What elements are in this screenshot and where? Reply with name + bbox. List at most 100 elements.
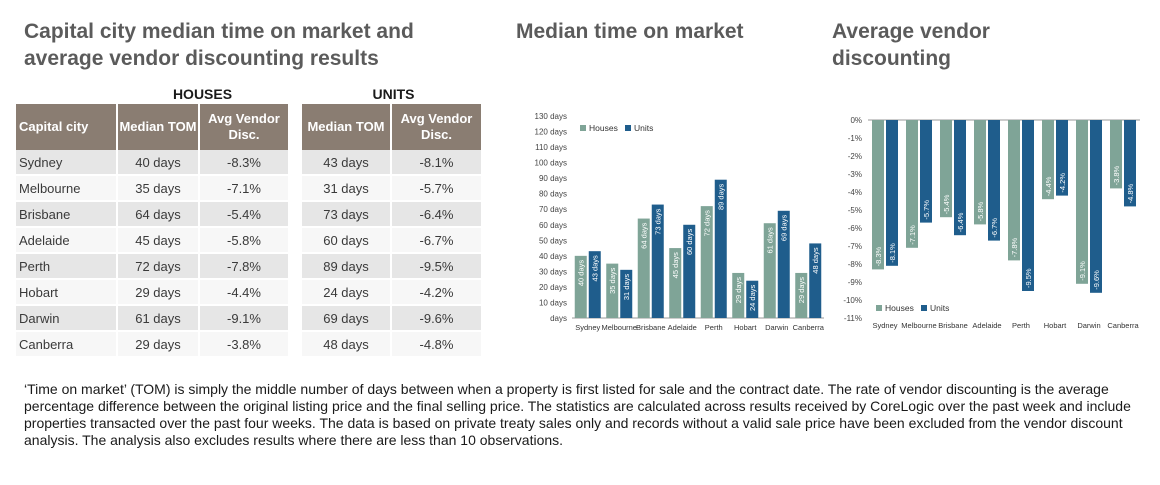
bar-data-label: 40 days [577,260,586,287]
y-tick-label: 0% [850,116,862,125]
bar-data-label: 64 days [640,222,649,249]
houses-table: Capital city Median TOM Avg Vendor Disc.… [16,104,290,358]
bar-data-label: 72 days [703,210,712,237]
units-tom-cell: 69 days [302,306,392,332]
page-title: Capital city median time on market and a… [24,20,414,70]
table-row: 48 days -4.8% [302,332,483,358]
bar-data-label: -7.1% [908,225,917,245]
legend-label: Houses [589,123,618,133]
houses-tom-cell: 45 days [118,228,200,254]
bar-data-label: 48 days [811,247,820,274]
x-tick-label: Brisbane [636,323,666,332]
houses-bar [669,248,682,318]
y-tick-label: 20 days [539,283,567,292]
y-tick-label: 100 days [535,159,567,168]
units-bar [620,269,633,318]
bar-data-label: 24 days [748,284,757,311]
y-tick-label: -3% [848,170,862,179]
units-bar [920,120,932,223]
houses-bar [606,263,619,318]
units-table: Median TOM Avg Vendor Disc. 43 days -8.1%… [302,104,483,358]
bar-data-label: -5.7% [922,200,931,220]
bar-data-label: 69 days [780,215,789,242]
y-tick-label: 90 days [539,174,567,183]
x-tick-label: Darwin [765,323,788,332]
units-disc-cell: -6.7% [392,228,483,254]
city-cell: Canberra [16,332,118,358]
units-disc-cell: -4.8% [392,332,483,358]
y-tick-label: -6% [848,224,862,233]
x-tick-label: Adelaide [668,323,697,332]
houses-disc-cell: -7.8% [200,254,290,280]
table-row: Brisbane 64 days -5.4% [16,202,290,228]
houses-disc-cell: -7.1% [200,176,290,202]
bar-data-label: -5.8% [976,201,985,221]
city-cell: Hobart [16,280,118,306]
units-tom-cell: 43 days [302,150,392,176]
bar-data-label: -8.3% [874,246,883,266]
legend-swatch [625,125,631,131]
units-tom-cell: 60 days [302,228,392,254]
houses-bar [872,120,884,270]
houses-disc-cell: -5.8% [200,228,290,254]
legend-label: Houses [885,303,914,313]
units-bar [1022,120,1034,291]
x-tick-label: Hobart [734,323,757,332]
houses-bar [795,272,808,318]
y-tick-label: 50 days [539,236,567,245]
units-bar [1056,120,1068,196]
x-tick-label: Canberra [1107,321,1139,330]
houses-disc-cell: -5.4% [200,202,290,228]
table-row: Sydney 40 days -8.3% [16,150,290,176]
houses-tom-cell: 40 days [118,150,200,176]
houses-group-label: HOUSES [172,86,233,102]
bar-data-label: -9.6% [1092,270,1101,290]
x-tick-label: Brisbane [938,321,968,330]
units-group-label: UNITS [372,86,415,102]
table-row: Melbourne 35 days -7.1% [16,176,290,202]
units-bar [988,120,1000,241]
discount-chart-title: Average vendor discounting [832,20,990,70]
houses-bar [1008,120,1020,261]
city-cell: Brisbane [16,202,118,228]
col-header-houses-tom: Median TOM [118,104,200,150]
bar-data-label: 89 days [717,183,726,210]
legend-swatch [580,125,586,131]
x-tick-label: Perth [705,323,723,332]
table-row: Darwin 61 days -9.1% [16,306,290,332]
y-tick-label: -8% [848,260,862,269]
bar-data-label: 73 days [654,208,663,235]
col-header-houses-disc: Avg Vendor Disc. [200,104,290,150]
units-bar [651,204,664,318]
bar-data-label: 60 days [685,229,694,256]
bar-data-label: -4.2% [1058,173,1067,193]
y-tick-label: -7% [848,242,862,251]
y-tick-label: -10% [843,296,862,305]
legend-label: Units [930,303,949,313]
table-row: 73 days -6.4% [302,202,483,228]
units-bar [714,179,727,318]
city-cell: Perth [16,254,118,280]
y-tick-label: 10 days [539,298,567,307]
units-bar [1090,120,1102,293]
bar-data-label: -9.1% [1078,261,1087,281]
houses-bar [1110,120,1122,189]
bar-data-label: -4.4% [1044,176,1053,196]
x-tick-label: Perth [1012,321,1030,330]
houses-bar [763,223,776,318]
city-cell: Sydney [16,150,118,176]
units-bar [683,224,696,318]
table-row: Perth 72 days -7.8% [16,254,290,280]
houses-bar [732,272,745,318]
houses-tom-cell: 64 days [118,202,200,228]
houses-disc-cell: -4.4% [200,280,290,306]
houses-disc-cell: -8.3% [200,150,290,176]
houses-tom-cell: 29 days [118,280,200,306]
bar-data-label: -7.8% [1010,237,1019,257]
y-tick-label: -9% [848,278,862,287]
footnote: ‘Time on market’ (TOM) is simply the mid… [24,381,1131,448]
x-tick-label: Melbourne [901,321,936,330]
y-tick-label: 120 days [535,128,567,137]
units-bar [746,280,759,318]
col-header-units-disc: Avg Vendor Disc. [392,104,483,150]
